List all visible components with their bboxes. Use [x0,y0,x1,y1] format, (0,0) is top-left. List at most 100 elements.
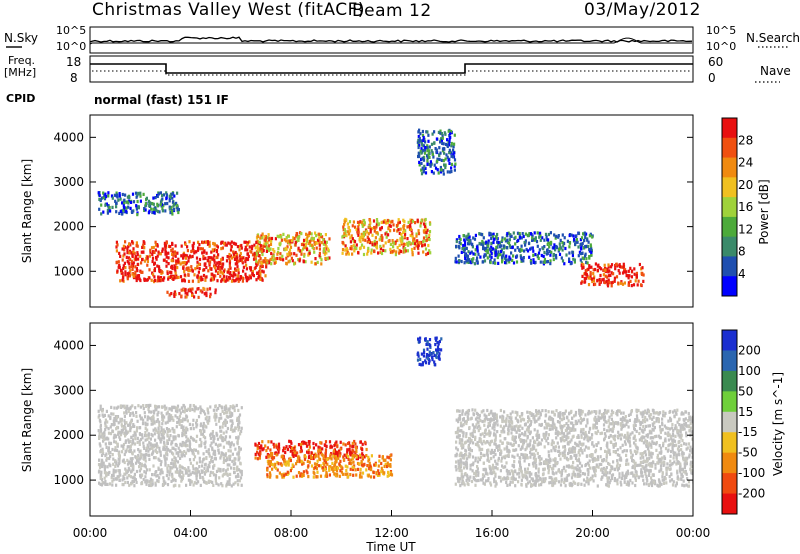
velocity-echo-cell [458,441,461,445]
power-echo-cell [172,208,176,212]
power-echo-cell [458,241,461,245]
velocity-echo-cell [238,479,241,483]
power-echo-cell [433,130,436,134]
power-echo-cell [610,265,613,269]
power-echo-cell [269,257,272,262]
power-echo-cell [314,257,317,261]
velocity-echo-cell [365,454,368,458]
velocity-echo-cell [114,418,117,422]
power-echo-cell [255,251,258,255]
power-echo-cell [130,264,133,268]
power-echo-cell [157,265,161,269]
power-echo-cell [257,234,260,239]
velocity-echo-cell [147,407,150,412]
velocity-echo-cell [132,465,135,469]
velocity-echo-cell [686,477,689,481]
velocity-echo-cell [112,471,115,475]
velocity-echo-cell [123,472,126,476]
velocity-echo-cell [127,445,130,449]
power-echo-cell [174,254,177,258]
power-echo-cell [161,197,164,201]
velocity-echo-cell [137,448,140,452]
power-echo-cell [437,171,440,175]
power-echo-cell [303,252,306,256]
velocity-echo-cell [389,463,392,467]
power-echo-cell [188,240,191,244]
velocity-echo-cell [174,409,178,413]
power-echo-cell [494,235,498,239]
power-echo-cell [389,250,392,254]
velocity-echo-cell [166,439,169,443]
velocity-echo-cell [217,448,220,452]
power-echo-cell [450,144,453,148]
velocity-echo-cell [171,478,175,482]
power-echo-cell [453,158,457,162]
power-echo-cell [606,275,609,279]
power-echo-cell [387,227,390,231]
power-echo-cell [536,244,539,248]
velocity-echo-cell [493,442,496,446]
velocity-echo-cell [234,475,238,479]
velocity-echo-cell [543,445,546,449]
velocity-echo-cell [359,471,362,475]
power-echo-cell [142,250,145,254]
power-echo-cell [341,248,345,252]
power-echo-cell [443,151,446,155]
power-echo-cell [308,251,311,255]
velocity-echo-cell [178,472,181,476]
velocity-echo-cell [127,461,131,465]
power-echo-cell [387,239,390,243]
power-echo-cell [222,270,225,274]
beam-label: Beam 12 [352,1,432,21]
power-echo-cell [404,232,407,236]
power-echo-cell [496,240,499,244]
power-echo-cell [161,209,164,213]
velocity-echo-cell [369,467,372,471]
power-echo-cell [534,236,537,241]
velocity-echo-cell [266,459,269,463]
velocity-echo-cell [169,469,172,473]
velocity-echo-cell [240,406,243,410]
power-echo-cell [343,233,346,238]
velocity-echo-cell [658,444,661,448]
power-echo-cell [473,237,477,241]
velocity-echo-cell [213,463,216,467]
velocity-echo-cell [577,435,580,439]
velocity-echo-cell [462,423,465,427]
power-echo-cell [113,193,116,197]
power-echo-cell [577,245,580,249]
velocity-echo-cell [206,468,209,472]
velocity-echo-cell [98,458,101,462]
velocity-echo-cell [665,426,668,430]
power-echo-cell [263,235,266,239]
velocity-echo-cell [192,452,195,456]
power-echo-cell [604,281,607,285]
velocity-echo-cell [161,433,164,437]
velocity-echo-cell [100,449,103,453]
power-echo-cell [402,228,406,232]
power-echo-cell [291,259,294,263]
power-echo-cell [435,137,438,141]
velocity-echo-cell [195,421,198,425]
power-echo-cell [213,264,216,268]
velocity-echo-cell [218,476,221,480]
velocity-echo-cell [209,405,212,409]
velocity-echo-cell [147,445,150,449]
power-echo-cell [262,244,265,248]
velocity-echo-cell [213,457,216,461]
power-echo-cell [151,259,154,264]
power-echo-cell [226,255,229,259]
power-echo-cell [508,255,511,259]
power-echo-cell [370,227,374,231]
power-echo-cell [531,238,534,242]
power-echo-cell [629,279,632,283]
power-echo-cell [118,194,121,198]
velocity-echo-cell [155,474,158,478]
velocity-echo-cell [312,470,315,474]
power-echo-cell [180,244,183,248]
power-echo-cell [271,255,274,259]
power-echo-cell [261,252,264,257]
velocity-echo-cell [367,464,370,468]
velocity-echo-cell [618,433,621,437]
